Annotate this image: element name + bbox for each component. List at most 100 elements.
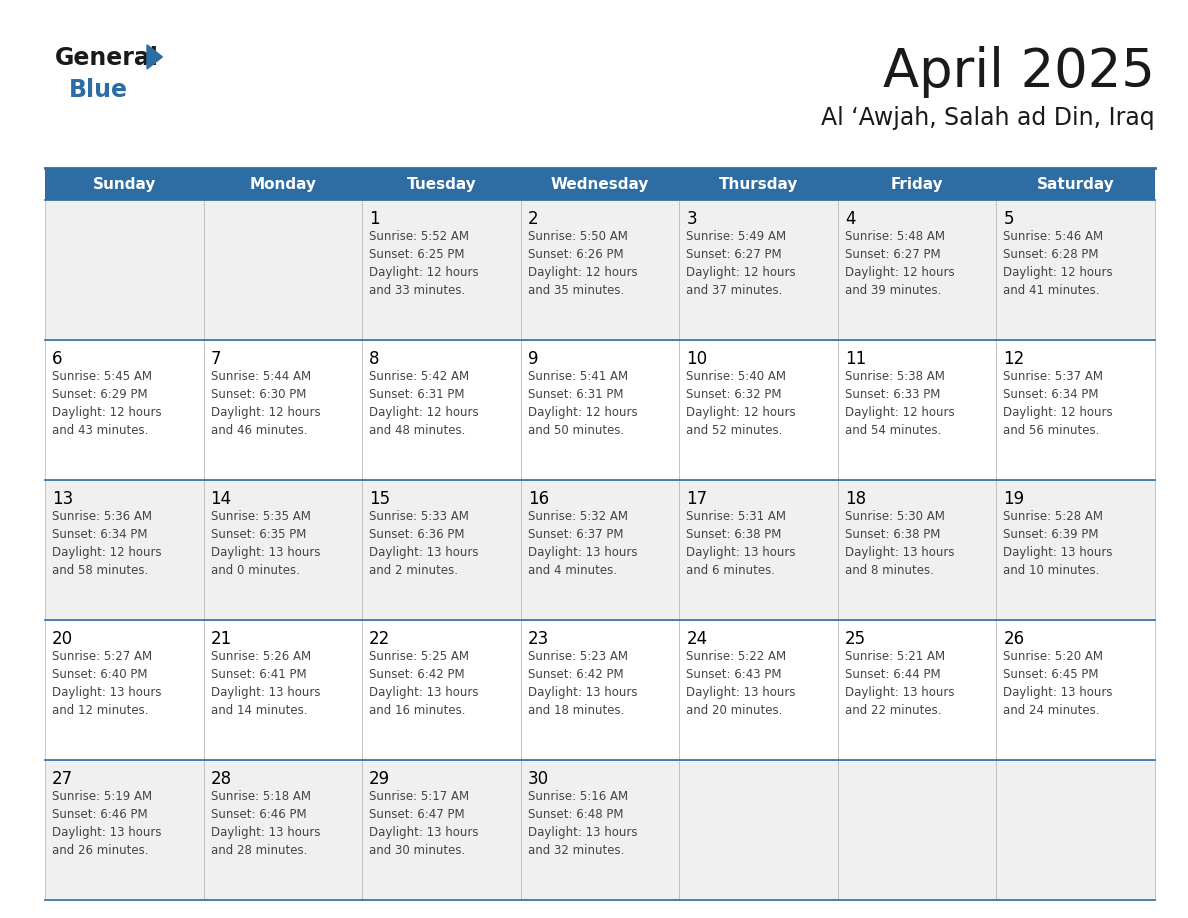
Text: Sunrise: 5:37 AM
Sunset: 6:34 PM
Daylight: 12 hours
and 56 minutes.: Sunrise: 5:37 AM Sunset: 6:34 PM Dayligh… bbox=[1004, 370, 1113, 437]
Text: 22: 22 bbox=[369, 630, 391, 648]
Text: 17: 17 bbox=[687, 490, 707, 508]
Text: 20: 20 bbox=[52, 630, 74, 648]
Bar bbox=[680, 620, 838, 760]
Bar bbox=[680, 480, 838, 620]
Bar bbox=[362, 620, 520, 760]
Text: 2: 2 bbox=[527, 210, 538, 228]
Text: Sunrise: 5:25 AM
Sunset: 6:42 PM
Daylight: 13 hours
and 16 minutes.: Sunrise: 5:25 AM Sunset: 6:42 PM Dayligh… bbox=[369, 650, 479, 717]
Bar bbox=[45, 620, 203, 760]
Bar bbox=[838, 168, 997, 200]
Text: 6: 6 bbox=[52, 350, 63, 368]
Text: General: General bbox=[55, 46, 159, 70]
Text: Sunrise: 5:20 AM
Sunset: 6:45 PM
Daylight: 13 hours
and 24 minutes.: Sunrise: 5:20 AM Sunset: 6:45 PM Dayligh… bbox=[1004, 650, 1113, 717]
Bar bbox=[680, 200, 838, 340]
Bar bbox=[45, 480, 203, 620]
Polygon shape bbox=[147, 45, 163, 69]
Bar bbox=[838, 620, 997, 760]
Bar bbox=[997, 480, 1155, 620]
Text: Thursday: Thursday bbox=[719, 176, 798, 192]
Bar bbox=[838, 760, 997, 900]
Text: Sunrise: 5:19 AM
Sunset: 6:46 PM
Daylight: 13 hours
and 26 minutes.: Sunrise: 5:19 AM Sunset: 6:46 PM Dayligh… bbox=[52, 790, 162, 857]
Bar bbox=[838, 200, 997, 340]
Bar bbox=[45, 760, 203, 900]
Text: Sunrise: 5:21 AM
Sunset: 6:44 PM
Daylight: 13 hours
and 22 minutes.: Sunrise: 5:21 AM Sunset: 6:44 PM Dayligh… bbox=[845, 650, 954, 717]
Text: 16: 16 bbox=[527, 490, 549, 508]
Text: April 2025: April 2025 bbox=[883, 46, 1155, 98]
Text: Sunrise: 5:26 AM
Sunset: 6:41 PM
Daylight: 13 hours
and 14 minutes.: Sunrise: 5:26 AM Sunset: 6:41 PM Dayligh… bbox=[210, 650, 320, 717]
Bar bbox=[520, 340, 680, 480]
Text: 26: 26 bbox=[1004, 630, 1024, 648]
Text: 1: 1 bbox=[369, 210, 380, 228]
Bar bbox=[680, 760, 838, 900]
Bar bbox=[680, 340, 838, 480]
Text: 3: 3 bbox=[687, 210, 697, 228]
Text: 24: 24 bbox=[687, 630, 707, 648]
Text: Sunrise: 5:32 AM
Sunset: 6:37 PM
Daylight: 13 hours
and 4 minutes.: Sunrise: 5:32 AM Sunset: 6:37 PM Dayligh… bbox=[527, 510, 637, 577]
Text: Sunrise: 5:44 AM
Sunset: 6:30 PM
Daylight: 12 hours
and 46 minutes.: Sunrise: 5:44 AM Sunset: 6:30 PM Dayligh… bbox=[210, 370, 321, 437]
Bar bbox=[362, 340, 520, 480]
Bar bbox=[203, 200, 362, 340]
Text: Sunrise: 5:28 AM
Sunset: 6:39 PM
Daylight: 13 hours
and 10 minutes.: Sunrise: 5:28 AM Sunset: 6:39 PM Dayligh… bbox=[1004, 510, 1113, 577]
Text: Sunrise: 5:33 AM
Sunset: 6:36 PM
Daylight: 13 hours
and 2 minutes.: Sunrise: 5:33 AM Sunset: 6:36 PM Dayligh… bbox=[369, 510, 479, 577]
Bar bbox=[680, 168, 838, 200]
Text: Sunrise: 5:49 AM
Sunset: 6:27 PM
Daylight: 12 hours
and 37 minutes.: Sunrise: 5:49 AM Sunset: 6:27 PM Dayligh… bbox=[687, 230, 796, 297]
Text: 28: 28 bbox=[210, 770, 232, 788]
Text: 29: 29 bbox=[369, 770, 391, 788]
Text: Sunrise: 5:46 AM
Sunset: 6:28 PM
Daylight: 12 hours
and 41 minutes.: Sunrise: 5:46 AM Sunset: 6:28 PM Dayligh… bbox=[1004, 230, 1113, 297]
Text: Sunrise: 5:27 AM
Sunset: 6:40 PM
Daylight: 13 hours
and 12 minutes.: Sunrise: 5:27 AM Sunset: 6:40 PM Dayligh… bbox=[52, 650, 162, 717]
Text: Sunrise: 5:52 AM
Sunset: 6:25 PM
Daylight: 12 hours
and 33 minutes.: Sunrise: 5:52 AM Sunset: 6:25 PM Dayligh… bbox=[369, 230, 479, 297]
Text: Sunrise: 5:45 AM
Sunset: 6:29 PM
Daylight: 12 hours
and 43 minutes.: Sunrise: 5:45 AM Sunset: 6:29 PM Dayligh… bbox=[52, 370, 162, 437]
Text: Sunrise: 5:30 AM
Sunset: 6:38 PM
Daylight: 13 hours
and 8 minutes.: Sunrise: 5:30 AM Sunset: 6:38 PM Dayligh… bbox=[845, 510, 954, 577]
Text: 4: 4 bbox=[845, 210, 855, 228]
Text: Sunrise: 5:36 AM
Sunset: 6:34 PM
Daylight: 12 hours
and 58 minutes.: Sunrise: 5:36 AM Sunset: 6:34 PM Dayligh… bbox=[52, 510, 162, 577]
Bar bbox=[520, 480, 680, 620]
Bar bbox=[520, 760, 680, 900]
Text: 19: 19 bbox=[1004, 490, 1024, 508]
Text: Friday: Friday bbox=[891, 176, 943, 192]
Bar bbox=[838, 340, 997, 480]
Bar bbox=[838, 480, 997, 620]
Text: Sunrise: 5:42 AM
Sunset: 6:31 PM
Daylight: 12 hours
and 48 minutes.: Sunrise: 5:42 AM Sunset: 6:31 PM Dayligh… bbox=[369, 370, 479, 437]
Bar bbox=[203, 620, 362, 760]
Text: Sunrise: 5:18 AM
Sunset: 6:46 PM
Daylight: 13 hours
and 28 minutes.: Sunrise: 5:18 AM Sunset: 6:46 PM Dayligh… bbox=[210, 790, 320, 857]
Bar bbox=[997, 340, 1155, 480]
Text: 5: 5 bbox=[1004, 210, 1013, 228]
Text: Sunrise: 5:48 AM
Sunset: 6:27 PM
Daylight: 12 hours
and 39 minutes.: Sunrise: 5:48 AM Sunset: 6:27 PM Dayligh… bbox=[845, 230, 954, 297]
Text: Sunrise: 5:16 AM
Sunset: 6:48 PM
Daylight: 13 hours
and 32 minutes.: Sunrise: 5:16 AM Sunset: 6:48 PM Dayligh… bbox=[527, 790, 637, 857]
Text: 14: 14 bbox=[210, 490, 232, 508]
Bar bbox=[45, 168, 203, 200]
Bar bbox=[362, 760, 520, 900]
Text: 13: 13 bbox=[52, 490, 74, 508]
Text: Sunrise: 5:40 AM
Sunset: 6:32 PM
Daylight: 12 hours
and 52 minutes.: Sunrise: 5:40 AM Sunset: 6:32 PM Dayligh… bbox=[687, 370, 796, 437]
Text: Sunrise: 5:50 AM
Sunset: 6:26 PM
Daylight: 12 hours
and 35 minutes.: Sunrise: 5:50 AM Sunset: 6:26 PM Dayligh… bbox=[527, 230, 637, 297]
Text: 15: 15 bbox=[369, 490, 391, 508]
Bar bbox=[203, 480, 362, 620]
Text: 9: 9 bbox=[527, 350, 538, 368]
Bar bbox=[997, 760, 1155, 900]
Text: Wednesday: Wednesday bbox=[551, 176, 649, 192]
Bar bbox=[520, 200, 680, 340]
Text: Sunrise: 5:35 AM
Sunset: 6:35 PM
Daylight: 13 hours
and 0 minutes.: Sunrise: 5:35 AM Sunset: 6:35 PM Dayligh… bbox=[210, 510, 320, 577]
Bar bbox=[997, 620, 1155, 760]
Text: Monday: Monday bbox=[249, 176, 316, 192]
Text: 30: 30 bbox=[527, 770, 549, 788]
Bar bbox=[362, 168, 520, 200]
Bar bbox=[520, 620, 680, 760]
Bar bbox=[203, 340, 362, 480]
Text: 18: 18 bbox=[845, 490, 866, 508]
Bar bbox=[45, 200, 203, 340]
Text: Blue: Blue bbox=[69, 78, 128, 102]
Text: Saturday: Saturday bbox=[1037, 176, 1114, 192]
Text: 12: 12 bbox=[1004, 350, 1025, 368]
Text: Tuesday: Tuesday bbox=[406, 176, 476, 192]
Bar bbox=[203, 168, 362, 200]
Bar bbox=[520, 168, 680, 200]
Text: 27: 27 bbox=[52, 770, 74, 788]
Bar bbox=[203, 760, 362, 900]
Text: Sunrise: 5:22 AM
Sunset: 6:43 PM
Daylight: 13 hours
and 20 minutes.: Sunrise: 5:22 AM Sunset: 6:43 PM Dayligh… bbox=[687, 650, 796, 717]
Bar bbox=[997, 168, 1155, 200]
Bar bbox=[45, 340, 203, 480]
Text: Sunrise: 5:41 AM
Sunset: 6:31 PM
Daylight: 12 hours
and 50 minutes.: Sunrise: 5:41 AM Sunset: 6:31 PM Dayligh… bbox=[527, 370, 637, 437]
Text: 10: 10 bbox=[687, 350, 707, 368]
Text: 8: 8 bbox=[369, 350, 380, 368]
